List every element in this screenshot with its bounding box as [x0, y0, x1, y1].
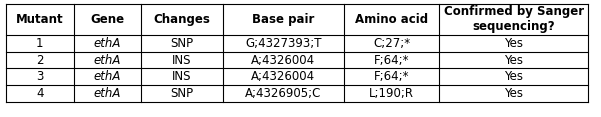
Text: 1: 1: [36, 37, 43, 50]
Text: ethA: ethA: [94, 37, 121, 50]
Text: Mutant: Mutant: [16, 13, 64, 26]
Text: Yes: Yes: [504, 87, 523, 100]
Text: Yes: Yes: [504, 53, 523, 67]
Text: L;190;R: L;190;R: [369, 87, 414, 100]
Text: F;64;*: F;64;*: [374, 53, 409, 67]
Text: INS: INS: [172, 70, 192, 83]
Text: Confirmed by Sanger
sequencing?: Confirmed by Sanger sequencing?: [444, 5, 584, 33]
Text: Amino acid: Amino acid: [355, 13, 429, 26]
Text: Base pair: Base pair: [252, 13, 315, 26]
Text: Yes: Yes: [504, 37, 523, 50]
Text: ethA: ethA: [94, 87, 121, 100]
Text: Gene: Gene: [90, 13, 124, 26]
Text: A;4326004: A;4326004: [251, 70, 316, 83]
Text: INS: INS: [172, 53, 192, 67]
Text: SNP: SNP: [170, 37, 194, 50]
Text: C;27;*: C;27;*: [373, 37, 410, 50]
Text: 4: 4: [36, 87, 43, 100]
Text: G;4327393;T: G;4327393;T: [245, 37, 322, 50]
Text: A;4326004: A;4326004: [251, 53, 316, 67]
Text: SNP: SNP: [170, 87, 194, 100]
Text: ethA: ethA: [94, 53, 121, 67]
Text: F;64;*: F;64;*: [374, 70, 409, 83]
Text: Changes: Changes: [153, 13, 210, 26]
Text: ethA: ethA: [94, 70, 121, 83]
Text: 3: 3: [36, 70, 43, 83]
Text: A;4326905;C: A;4326905;C: [245, 87, 322, 100]
Text: Yes: Yes: [504, 70, 523, 83]
Text: 2: 2: [36, 53, 43, 67]
